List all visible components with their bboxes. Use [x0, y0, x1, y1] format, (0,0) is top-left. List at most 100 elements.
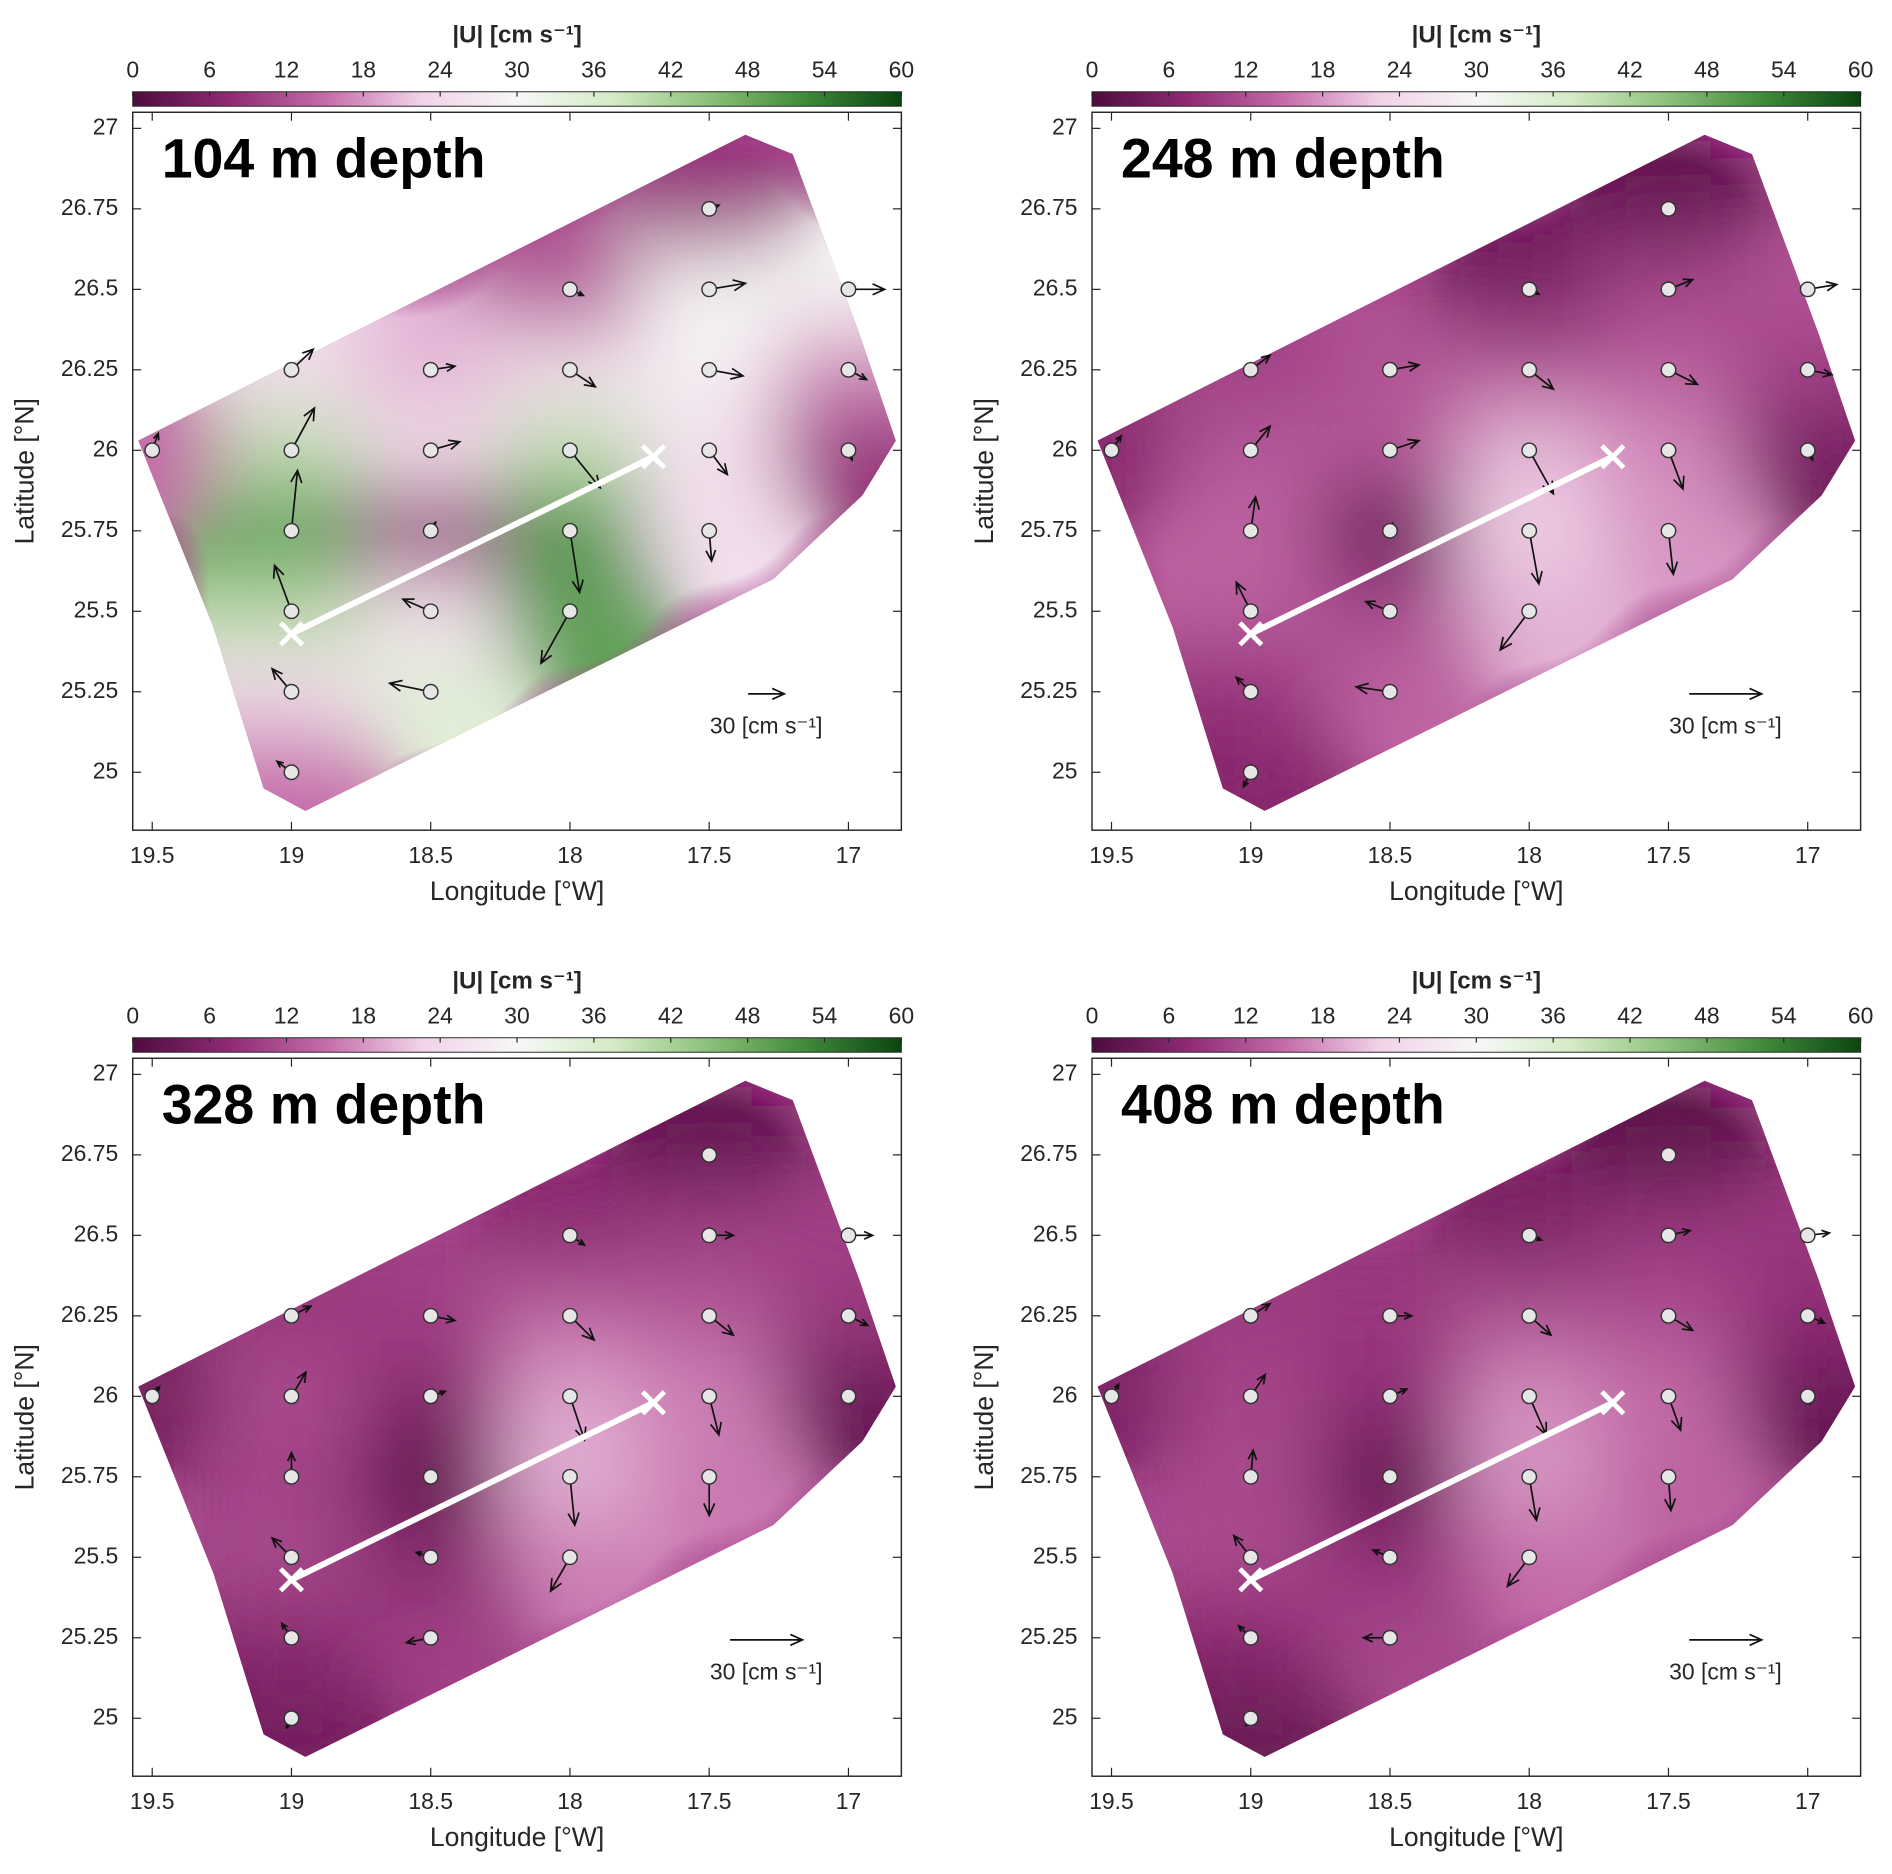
station-marker: [422, 442, 439, 459]
station-marker: [1382, 1549, 1398, 1566]
colorbar-tick-label: 54: [812, 1002, 838, 1028]
panel-title: 248 m depth: [1121, 128, 1445, 190]
colorbar-tick-label: 48: [735, 56, 760, 82]
colorbar-tick-label: 48: [735, 1002, 760, 1028]
y-tick-label: 26.25: [1020, 1301, 1077, 1327]
station-marker: [283, 442, 300, 459]
x-tick-label: 17: [836, 842, 861, 868]
y-tick-label: 26.25: [61, 1301, 118, 1327]
x-tick-label: 18: [557, 1788, 582, 1814]
station-marker: [422, 1307, 439, 1324]
y-tick-label: 27: [1052, 113, 1077, 139]
y-tick-label: 25: [1052, 1703, 1077, 1729]
speed-field: [1097, 1114, 1856, 1757]
panel-title: 328 m depth: [162, 1074, 486, 1136]
colorbar-tick-label: 24: [427, 56, 453, 82]
y-tick-label: 25.75: [1020, 1462, 1077, 1488]
colorbar-tick-label: 12: [1233, 56, 1258, 82]
colorbar-tick-label: 36: [581, 56, 606, 82]
station-marker: [1660, 522, 1677, 539]
scale-arrow: [1689, 1633, 1764, 1647]
x-tick-label: 18: [1516, 842, 1541, 868]
colorbar-tick-label: 12: [1233, 1002, 1258, 1028]
colorbar-tick-label: 18: [1310, 1002, 1335, 1028]
colorbar-tick-label: 42: [1617, 1002, 1642, 1028]
station-marker: [283, 683, 300, 700]
colorbar-tick-label: 60: [1848, 1002, 1873, 1028]
station-marker: [1660, 1388, 1677, 1405]
station-marker: [283, 764, 300, 781]
velocity-arrow: [567, 1476, 580, 1528]
y-tick-label: 26.75: [1020, 1140, 1077, 1166]
y-tick-label: 25: [93, 1703, 118, 1729]
colorbar-tick-label: 18: [1310, 56, 1335, 82]
station-marker: [701, 522, 718, 539]
colorbar-tick-label: 0: [1086, 56, 1099, 82]
y-tick-label: 25.25: [1020, 1623, 1077, 1649]
colorbar-tick-label: 0: [126, 1002, 139, 1028]
station-marker: [1382, 603, 1398, 620]
station-marker: [840, 1307, 857, 1324]
station-marker: [1660, 200, 1677, 217]
station-marker: [840, 281, 857, 298]
station-marker: [1799, 1227, 1816, 1244]
colorbar-tick-label: 0: [1086, 1002, 1099, 1028]
station-marker: [561, 281, 578, 298]
station-marker: [1382, 1388, 1398, 1405]
station-marker: [283, 1468, 300, 1485]
axes-box: [132, 111, 903, 831]
x-tick-label: 18.5: [1368, 1788, 1413, 1814]
scale-arrow-label: 30 [cm s⁻¹]: [710, 1659, 823, 1685]
y-tick-label: 25.25: [61, 1623, 118, 1649]
x-tick-label: 18.5: [408, 1788, 453, 1814]
station-marker: [1521, 1227, 1538, 1244]
section-end: [1600, 1390, 1626, 1416]
scale-arrow-label: 30 [cm s⁻¹]: [1669, 1659, 1782, 1685]
station-marker: [1242, 683, 1259, 700]
x-tick-label: 17: [1795, 842, 1820, 868]
station-marker: [1242, 1629, 1259, 1646]
y-axis-label: Latitude [°N]: [10, 1344, 40, 1490]
velocity-arrow: [539, 610, 571, 665]
station-marker: [561, 1468, 578, 1485]
station-marker: [1242, 1468, 1259, 1485]
y-tick-label: 25.5: [1033, 1542, 1078, 1568]
y-tick-label: 27: [1052, 1059, 1077, 1085]
colorbar-tick-label: 30: [1464, 1002, 1489, 1028]
station-marker: [1382, 1629, 1398, 1646]
x-tick-label: 19.5: [130, 842, 175, 868]
x-tick-label: 19: [279, 842, 304, 868]
panel: 19.5 19 18.5 18 17.5 17 25 25.25 25.5 25.75 26 26.2…: [10, 22, 915, 906]
station-marker: [561, 1227, 578, 1244]
colorbar-tick-label: 18: [351, 1002, 376, 1028]
panel: 19.5 19 18.5 18 17.5 17 25 25.25 25.5 25.75 26 26.2…: [969, 22, 1874, 906]
station-marker: [422, 522, 439, 539]
station-marker: [422, 1468, 439, 1485]
station-marker: [422, 1629, 439, 1646]
colorbar-tick-label: 24: [427, 1002, 453, 1028]
station-marker: [1382, 683, 1398, 700]
station-marker: [701, 1146, 718, 1163]
x-tick-label: 18: [557, 842, 582, 868]
station-marker: [422, 361, 439, 378]
station-marker: [1242, 1388, 1259, 1405]
station-marker: [1521, 603, 1538, 620]
station-marker: [1660, 1146, 1677, 1163]
x-tick-label: 17: [836, 1788, 861, 1814]
station-marker: [701, 442, 718, 459]
section-end: [278, 1567, 305, 1593]
y-tick-label: 26.25: [61, 355, 118, 381]
colorbar-tick-label: 48: [1694, 56, 1719, 82]
y-tick-label: 27: [93, 1059, 118, 1085]
colorbar-label: |U| [cm s⁻¹]: [452, 22, 581, 49]
station-marker: [701, 200, 718, 217]
y-tick-label: 25.75: [61, 1462, 118, 1488]
x-axis-label: Longitude [°W]: [430, 876, 604, 906]
x-tick-label: 18.5: [408, 842, 453, 868]
axes-box: [1091, 1057, 1862, 1777]
station-marker: [1799, 1307, 1816, 1324]
station-marker: [1799, 361, 1816, 378]
y-tick-label: 26.5: [74, 274, 119, 300]
station-marker: [283, 1307, 300, 1324]
